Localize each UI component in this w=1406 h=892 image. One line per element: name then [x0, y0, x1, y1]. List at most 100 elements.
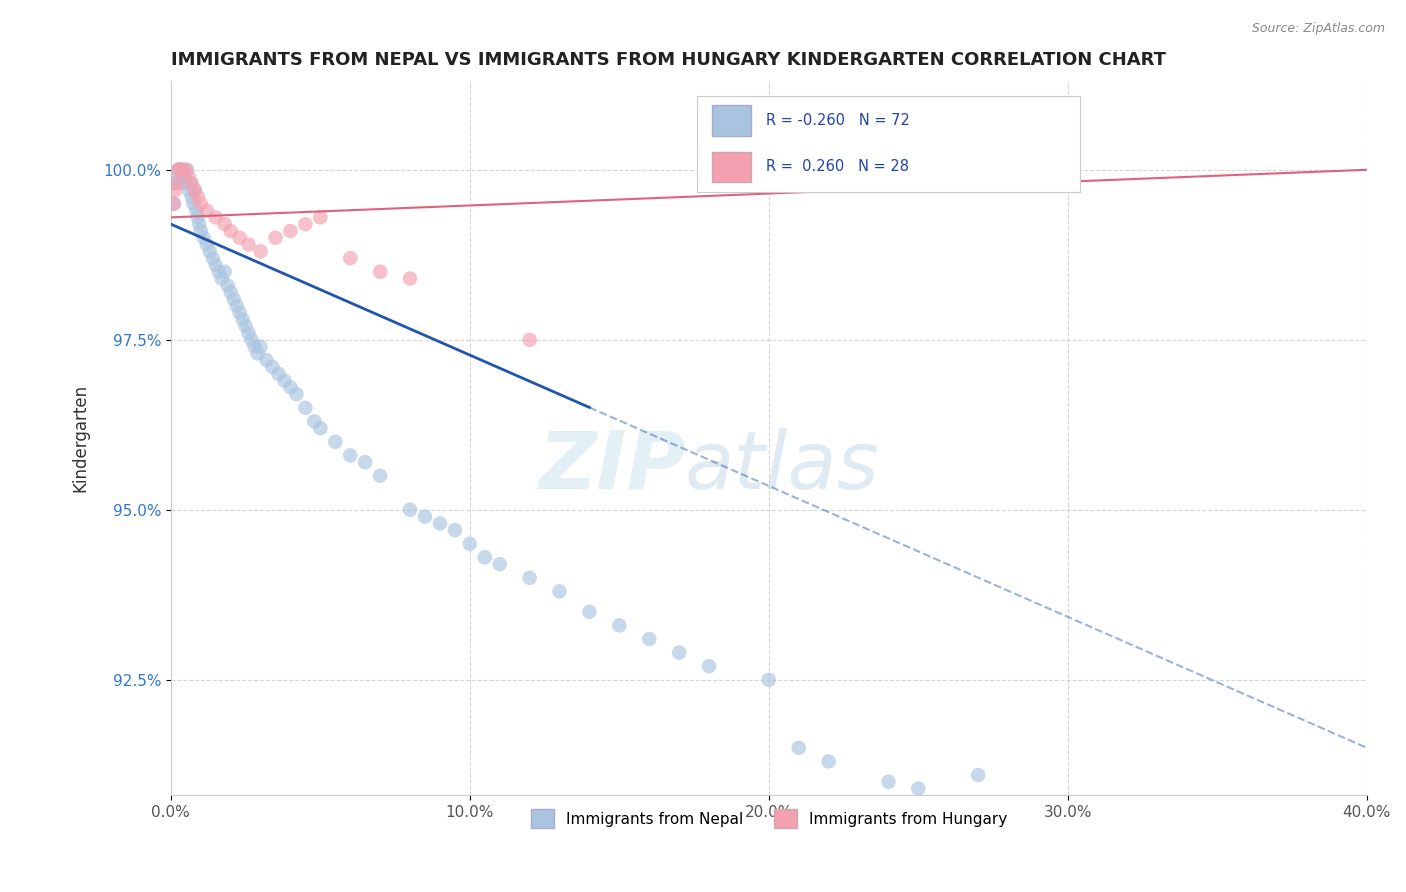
Point: [413, 509, 436, 524]
Point: [262, 359, 284, 374]
Point: [264, 231, 287, 245]
Point: [177, 169, 200, 184]
Point: [249, 244, 271, 259]
Point: [181, 196, 204, 211]
Point: [195, 203, 218, 218]
Text: atlas: atlas: [685, 428, 880, 506]
Point: [180, 190, 202, 204]
Point: [607, 618, 630, 632]
Point: [165, 177, 187, 191]
Point: [273, 374, 295, 388]
Point: [240, 333, 263, 347]
Point: [190, 224, 212, 238]
Point: [179, 177, 201, 191]
Point: [339, 449, 361, 463]
Point: [256, 353, 278, 368]
Point: [193, 231, 215, 245]
Point: [817, 755, 839, 769]
Point: [214, 217, 236, 231]
Point: [238, 326, 260, 340]
Point: [285, 387, 308, 401]
Point: [176, 162, 198, 177]
Point: [225, 299, 247, 313]
Point: [354, 455, 377, 469]
Point: [174, 177, 197, 191]
Point: [211, 271, 233, 285]
Point: [548, 584, 571, 599]
Point: [195, 237, 218, 252]
Point: [198, 244, 221, 259]
Point: [267, 367, 290, 381]
Point: [219, 224, 242, 238]
Point: [214, 265, 236, 279]
Y-axis label: Kindergarten: Kindergarten: [72, 384, 89, 492]
Point: [201, 251, 224, 265]
Point: [758, 673, 780, 687]
Point: [217, 278, 239, 293]
Point: [172, 162, 194, 177]
Point: [238, 237, 260, 252]
Point: [167, 162, 190, 177]
Text: ZIP: ZIP: [537, 428, 685, 506]
Point: [204, 258, 226, 272]
Point: [249, 340, 271, 354]
Point: [519, 333, 541, 347]
Point: [222, 292, 245, 306]
Point: [280, 380, 302, 394]
Point: [186, 203, 208, 218]
Point: [323, 434, 346, 449]
Point: [184, 183, 207, 197]
Point: [163, 196, 186, 211]
Point: [169, 162, 191, 177]
Point: [1056, 162, 1078, 177]
Point: [877, 774, 900, 789]
Point: [280, 224, 302, 238]
Point: [166, 169, 188, 184]
Point: [444, 523, 467, 537]
Point: [163, 196, 186, 211]
Point: [174, 162, 197, 177]
Point: [304, 414, 326, 428]
Point: [519, 571, 541, 585]
Point: [219, 285, 242, 300]
Point: [668, 646, 690, 660]
Point: [180, 177, 202, 191]
Point: [399, 502, 422, 516]
Point: [177, 183, 200, 197]
Point: [204, 211, 226, 225]
Point: [474, 550, 496, 565]
Point: [235, 319, 257, 334]
Point: [187, 211, 209, 225]
Point: [166, 177, 188, 191]
Point: [165, 183, 187, 197]
Point: [228, 231, 250, 245]
Point: [170, 162, 193, 177]
Point: [190, 196, 212, 211]
Point: [228, 305, 250, 319]
Point: [697, 659, 720, 673]
Point: [458, 537, 481, 551]
Point: [173, 169, 195, 184]
Point: [172, 162, 194, 177]
Text: IMMIGRANTS FROM NEPAL VS IMMIGRANTS FROM HUNGARY KINDERGARTEN CORRELATION CHART: IMMIGRANTS FROM NEPAL VS IMMIGRANTS FROM…: [172, 51, 1166, 69]
Legend: Immigrants from Nepal, Immigrants from Hungary: Immigrants from Nepal, Immigrants from H…: [524, 804, 1014, 834]
Point: [967, 768, 990, 782]
Point: [167, 162, 190, 177]
Point: [188, 217, 211, 231]
Point: [208, 265, 231, 279]
Point: [488, 557, 510, 571]
Point: [187, 190, 209, 204]
Point: [243, 340, 266, 354]
Point: [638, 632, 661, 646]
Point: [294, 401, 316, 415]
Point: [578, 605, 600, 619]
Point: [184, 183, 207, 197]
Point: [294, 217, 316, 231]
Point: [368, 265, 391, 279]
Text: Source: ZipAtlas.com: Source: ZipAtlas.com: [1251, 22, 1385, 36]
Point: [309, 421, 332, 435]
Point: [787, 740, 810, 755]
Point: [246, 346, 269, 360]
Point: [907, 781, 929, 796]
Point: [169, 162, 191, 177]
